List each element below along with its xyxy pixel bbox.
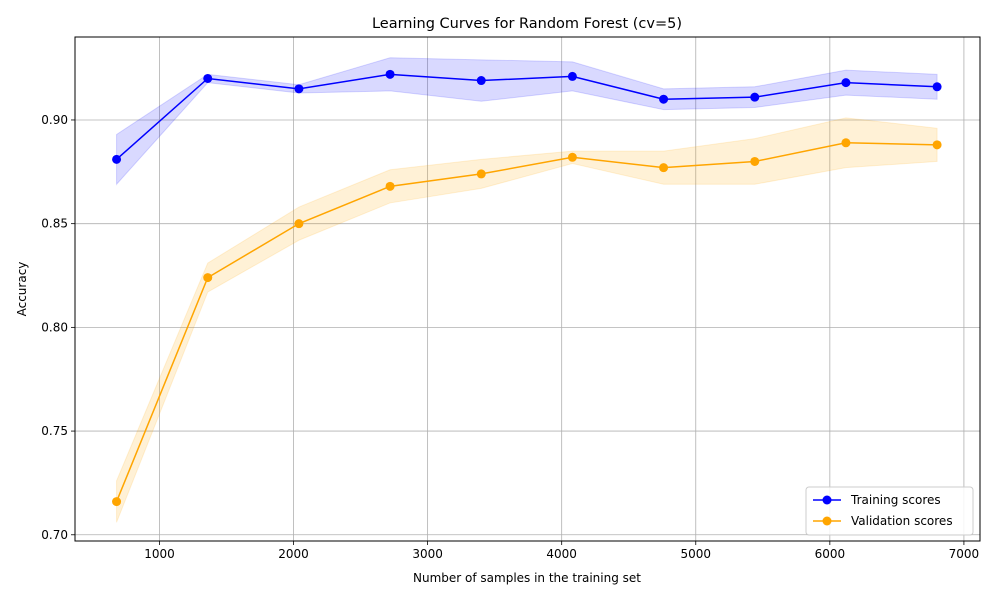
x-tick-label: 1000	[144, 547, 175, 561]
training-score-point	[932, 82, 942, 92]
x-tick-label: 3000	[412, 547, 443, 561]
tick-layer: 1000 2000 3000 4000 5000 6000 7000 0.70 0.75 0.80…	[41, 113, 979, 561]
legend-training-marker	[822, 495, 832, 505]
validation-score-point	[476, 169, 486, 179]
y-axis-title: Accuracy	[15, 262, 29, 317]
data-point-layer	[112, 69, 942, 507]
x-tick-label: 4000	[546, 547, 577, 561]
y-tick-label: 0.85	[41, 217, 68, 231]
validation-score-point	[841, 138, 851, 148]
legend-validation-marker	[822, 516, 832, 526]
legend-items: Training scores Validation scores	[813, 493, 953, 528]
validation-score-point	[750, 156, 760, 166]
validation-score-point	[112, 497, 122, 507]
grid-layer	[75, 37, 980, 541]
validation-score-point	[567, 152, 577, 162]
validation-score-point	[659, 163, 669, 173]
training-score-point	[385, 69, 395, 79]
legend-validation-label: Validation scores	[851, 514, 953, 528]
x-tick-label: 7000	[949, 547, 980, 561]
training-score-point	[841, 78, 851, 88]
x-axis-title: Number of samples in the training set	[413, 571, 641, 585]
y-tick-label: 0.75	[41, 424, 68, 438]
x-tick-label: 6000	[815, 547, 846, 561]
training-score-point	[659, 94, 669, 104]
training-score-band	[116, 57, 938, 186]
confidence-band-layer	[116, 57, 938, 523]
legend: Training scores Validation scores	[805, 486, 974, 536]
training-score-line	[116, 73, 938, 160]
y-tick-label: 0.90	[41, 113, 68, 127]
training-score-point	[294, 84, 304, 94]
validation-score-band	[116, 117, 938, 523]
y-tick-label: 0.70	[41, 528, 68, 542]
validation-score-point	[932, 140, 942, 150]
training-score-point	[476, 76, 486, 86]
training-score-point	[567, 71, 577, 81]
legend-box	[805, 486, 974, 536]
validation-score-point	[385, 181, 395, 191]
plot-area-frame	[74, 36, 981, 542]
series-line-layer	[115, 73, 938, 502]
validation-score-line	[115, 142, 938, 502]
training-score-point	[750, 92, 760, 102]
legend-training-label: Training scores	[850, 493, 941, 507]
validation-score-point	[203, 273, 213, 283]
training-score-point	[203, 73, 213, 83]
chart-title: Learning Curves for Random Forest (cv=5)	[372, 16, 682, 32]
x-tick-label: 5000	[680, 547, 711, 561]
validation-score-point	[294, 219, 304, 229]
training-score-point	[112, 154, 122, 164]
x-tick-label: 2000	[278, 547, 309, 561]
y-tick-label: 0.80	[41, 320, 68, 334]
